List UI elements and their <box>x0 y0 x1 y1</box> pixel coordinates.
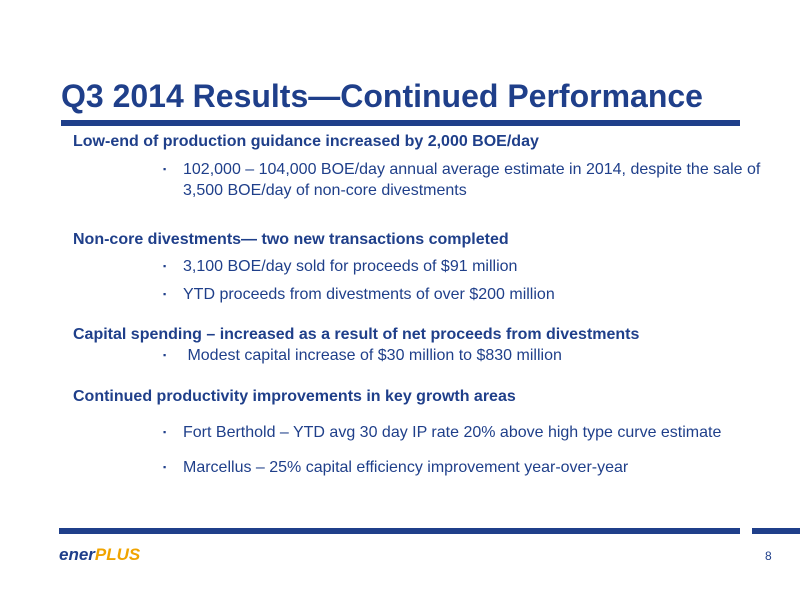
bullet-divestment-sold: ▪ 3,100 BOE/day sold for proceeds of $91… <box>163 256 517 277</box>
bullet-marker: ▪ <box>163 289 167 299</box>
logo-text-plus: PLUS <box>94 545 141 564</box>
page-number: 8 <box>765 549 772 563</box>
section-heading-divestments: Non-core divestments— two new transactio… <box>73 231 509 248</box>
slide-title: Q3 2014 Results—Continued Performance <box>61 78 703 114</box>
enerplus-logo: enerPLUS <box>59 545 140 565</box>
footer-divider <box>59 528 740 534</box>
bullet-production-estimate: ▪ 102,000 – 104,000 BOE/day annual avera… <box>163 159 763 201</box>
section-heading-productivity: Continued productivity improvements in k… <box>73 388 516 405</box>
bullet-marker: ▪ <box>163 350 167 360</box>
bullet-text: YTD proceeds from divestments of over $2… <box>183 286 555 303</box>
bullet-marker: ▪ <box>163 261 167 271</box>
title-divider <box>61 120 740 126</box>
bullet-marker: ▪ <box>163 164 167 174</box>
bullet-marker: ▪ <box>163 427 167 437</box>
bullet-text: 3,100 BOE/day sold for proceeds of $91 m… <box>183 258 518 275</box>
logo-text-ener: ener <box>59 545 95 564</box>
bullet-divestment-ytd: ▪ YTD proceeds from divestments of over … <box>163 284 555 305</box>
bullet-text: Modest capital increase of $30 million t… <box>183 347 562 364</box>
bullet-marcellus: ▪ Marcellus – 25% capital efficiency imp… <box>163 457 628 478</box>
bullet-text: Fort Berthold – YTD avg 30 day IP rate 2… <box>183 424 722 441</box>
section-heading-production: Low-end of production guidance increased… <box>73 133 539 150</box>
bullet-marker: ▪ <box>163 462 167 472</box>
bullet-text: 102,000 – 104,000 BOE/day annual average… <box>183 161 761 199</box>
bullet-fort-berthold: ▪ Fort Berthold – YTD avg 30 day IP rate… <box>163 422 721 443</box>
bullet-capital-increase: ▪ Modest capital increase of $30 million… <box>163 345 562 366</box>
section-heading-capital: Capital spending – increased as a result… <box>73 326 640 343</box>
footer-divider-segment <box>752 528 800 534</box>
bullet-text: Marcellus – 25% capital efficiency impro… <box>183 459 629 476</box>
